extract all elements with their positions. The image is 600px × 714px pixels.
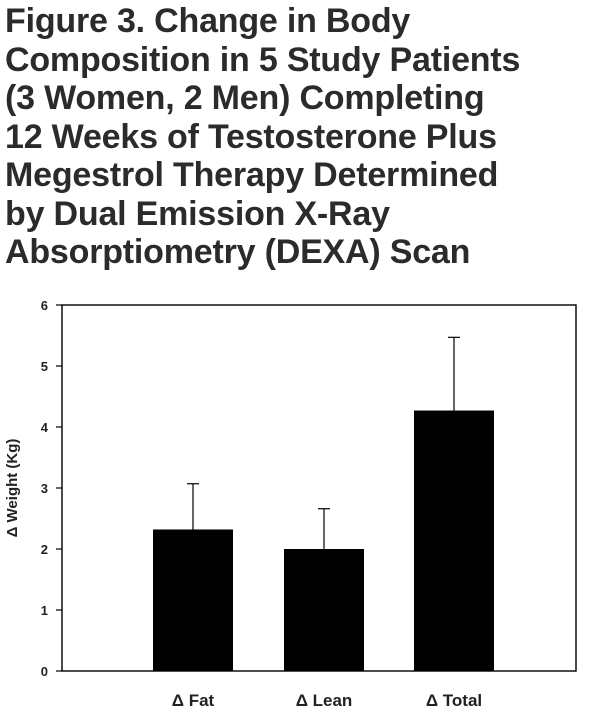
x-tick-label: Δ Total — [426, 691, 482, 710]
y-axis-ticks: 0 1 2 3 4 5 6 — [41, 298, 62, 679]
y-tick-label: 4 — [41, 420, 49, 435]
title-line-5: Megestrol Therapy Determined — [5, 156, 499, 194]
x-tick-label: Δ Fat — [172, 691, 215, 710]
plot-area-border — [61, 304, 577, 672]
x-axis-labels: Δ Fat Δ Lean Δ Total — [172, 691, 482, 710]
y-tick-label: 6 — [41, 298, 48, 313]
bar-1 — [153, 529, 233, 671]
title-line-6: by Dual Emission X-Ray — [5, 194, 390, 233]
y-tick-label: 1 — [41, 603, 48, 618]
error-bars — [187, 336, 460, 549]
title-line-3: (3 Women, 2 Men) Completing — [5, 79, 485, 117]
x-tick-label: Δ Lean — [296, 691, 353, 710]
title-line-7: Absorptiometry (DEXA) Scan — [5, 233, 471, 271]
y-tick-label: 2 — [41, 542, 48, 557]
title-line-1: Figure 3. Change in Body — [5, 2, 411, 40]
y-tick-label: 0 — [41, 664, 48, 679]
y-tick-label: 3 — [41, 481, 48, 496]
title-line-4: 12 Weeks of Testosterone Plus — [5, 117, 497, 156]
y-axis-label: Δ Weight (Kg) — [4, 439, 21, 538]
bar-2 — [284, 549, 364, 671]
bar-3 — [414, 410, 494, 671]
figure-title: Figure 3. Change in Body Composition in … — [5, 2, 595, 272]
bars — [153, 410, 494, 671]
title-line-2: Composition in 5 Study Patients — [5, 40, 521, 79]
y-tick-label: 5 — [41, 359, 48, 374]
plot-frame — [61, 304, 577, 672]
